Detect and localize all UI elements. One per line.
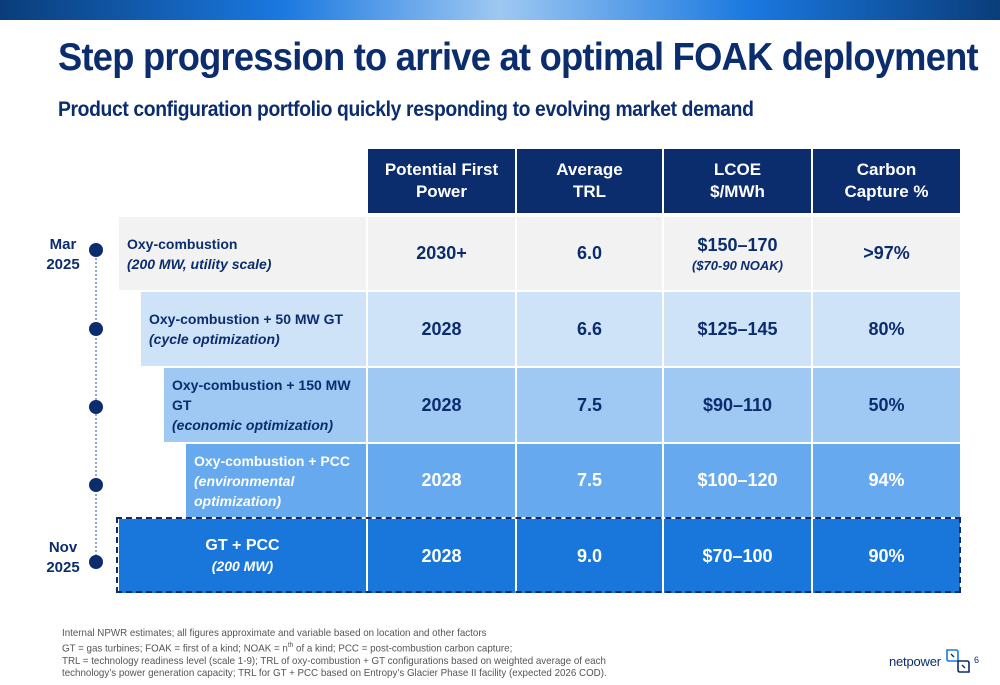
logo-mark-icon [946, 649, 970, 673]
footnote-line: TRL = technology readiness level (scale … [62, 654, 606, 667]
config-name: GT + PCC [205, 537, 280, 554]
cell-value: $90–110 [702, 394, 773, 415]
timeline-start-date: Mar 2025 [38, 235, 88, 275]
cell-value: 2028 [421, 545, 462, 566]
date-month: Mar [49, 236, 77, 253]
timeline-end-date: Nov 2025 [38, 538, 88, 578]
cell-value: 2030+ [416, 243, 467, 263]
header-line: $/MWh [710, 182, 765, 201]
date-year: 2025 [46, 559, 80, 576]
footnote-text: GT = gas turbines; FOAK = first of a kin… [62, 642, 288, 654]
header-line: Carbon [856, 160, 917, 179]
footnote-line: technology’s power generation capacity; … [62, 667, 607, 679]
timeline-dot [89, 478, 103, 492]
cell-value: $100–120 [697, 470, 778, 490]
timeline-dot [89, 243, 103, 257]
cell-first-power: 2030+ [368, 217, 515, 290]
row-config-label: Oxy-combustion + 150 MW GT (economic opti… [164, 368, 366, 442]
cell-value: 50% [868, 394, 905, 415]
timeline-dot [89, 555, 103, 569]
config-detail: (200 MW, utility scale) [127, 255, 272, 272]
cell-first-power: 2028 [368, 292, 515, 366]
timeline-dot [89, 322, 103, 336]
header-line: TRL [572, 182, 607, 201]
cell-trl: 7.5 [517, 368, 662, 442]
cell-value: 2028 [421, 318, 462, 339]
config-detail: (cycle optimization) [149, 331, 280, 347]
cell-lcoe: $150–170 ($70-90 NOAK) [664, 217, 811, 290]
top-banner [0, 0, 1000, 20]
header-first-power: Potential First Power [368, 149, 515, 213]
cell-value: $70–100 [702, 545, 773, 566]
cell-value: 9.0 [576, 545, 603, 566]
date-year: 2025 [46, 256, 80, 273]
footnote-line: GT = gas turbines; FOAK = first of a kin… [62, 640, 607, 655]
cell-trl: 7.5 [517, 444, 662, 517]
cell-value: 7.5 [576, 470, 603, 490]
cell-value: 2028 [421, 470, 462, 490]
config-detail: (environmental optimization) [194, 472, 295, 509]
cell-value: 7.5 [576, 394, 603, 415]
cell-value: 6.0 [576, 243, 603, 263]
cell-value: 94% [868, 470, 905, 490]
header-line: Potential First [384, 160, 499, 179]
footnote-text: of a kind; PCC = post-combustion carbon … [293, 642, 513, 654]
cell-first-power: 2028 [368, 444, 515, 517]
cell-note: ($70-90 NOAK) [691, 257, 784, 273]
page-number: 6 [974, 655, 980, 665]
logo-text: netpower [889, 653, 941, 669]
row-config-label: Oxy-combustion + 50 MW GT (cycle optimiza… [141, 292, 366, 366]
cell-capture: 50% [813, 368, 960, 442]
config-detail: (economic optimization) [172, 417, 333, 433]
cell-capture: 94% [813, 444, 960, 517]
cell-lcoe: $70–100 [664, 519, 811, 593]
footnotes: Internal NPWR estimates; all figures app… [62, 627, 607, 680]
footnote-line: Internal NPWR estimates; all figures app… [62, 627, 487, 639]
config-name: Oxy-combustion + 50 MW GT [149, 311, 344, 327]
cell-trl: 6.6 [517, 292, 662, 366]
cell-value: 2028 [421, 394, 462, 415]
config-name: Oxy-combustion + 150 MW GT [172, 377, 351, 413]
header-line: Power [415, 182, 467, 201]
cell-first-power: 2028 [368, 368, 515, 442]
header-lcoe: LCOE $/MWh [664, 149, 811, 213]
cell-trl: 9.0 [517, 519, 662, 593]
cell-capture: 90% [813, 519, 960, 593]
cell-value: 80% [868, 318, 905, 339]
timeline-dot [89, 400, 103, 414]
cell-lcoe: $100–120 [664, 444, 811, 517]
row-config-label: Oxy-combustion (200 MW, utility scale) [119, 217, 366, 290]
cell-first-power: 2028 [368, 519, 515, 593]
cell-value: $125–145 [697, 318, 778, 339]
page-subtitle: Product configuration portfolio quickly … [58, 98, 754, 121]
footnote-sup: th [287, 641, 294, 649]
cell-lcoe: $90–110 [664, 368, 811, 442]
row-config-label: GT + PCC (200 MW) [119, 519, 366, 593]
cell-capture: >97% [813, 217, 960, 290]
cell-value: $150–170 [697, 234, 778, 255]
row-config-label: Oxy-combustion + PCC (environmental optim… [186, 444, 366, 517]
cell-value: 90% [868, 545, 905, 566]
header-line: LCOE [713, 160, 762, 179]
header-line: Average [556, 160, 623, 179]
config-name: Oxy-combustion [127, 235, 238, 252]
header-line: Capture % [844, 182, 929, 201]
header-trl: Average TRL [517, 149, 662, 213]
cell-capture: 80% [813, 292, 960, 366]
cell-value: 6.6 [576, 318, 603, 339]
cell-value: >97% [863, 243, 910, 263]
date-month: Nov [48, 539, 78, 556]
cell-trl: 6.0 [517, 217, 662, 290]
netpower-logo: netpower [889, 648, 971, 674]
page-title: Step progression to arrive at optimal FO… [58, 36, 979, 79]
config-name: Oxy-combustion + PCC [194, 452, 350, 469]
config-detail: (200 MW) [211, 558, 274, 574]
cell-lcoe: $125–145 [664, 292, 811, 366]
header-capture: Carbon Capture % [813, 149, 960, 213]
